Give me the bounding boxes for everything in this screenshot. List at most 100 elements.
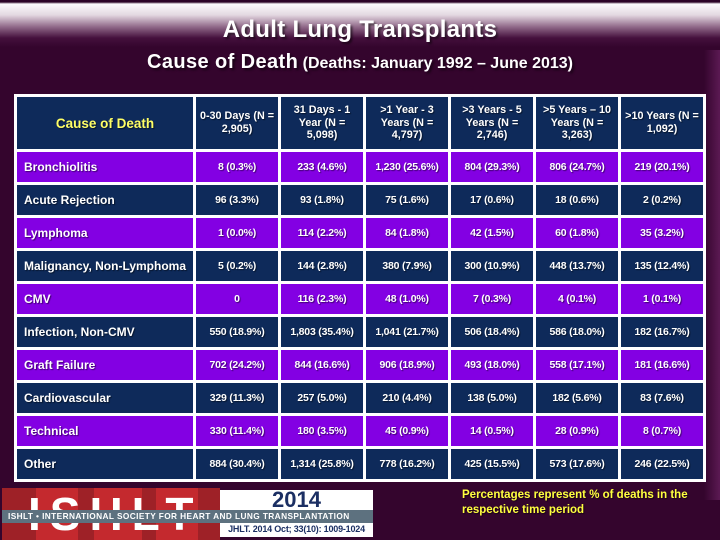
data-cell: 0	[196, 284, 278, 314]
data-cell: 182 (5.6%)	[536, 383, 618, 413]
corner-header: Cause of Death	[17, 97, 193, 149]
data-cell: 4 (0.1%)	[536, 284, 618, 314]
column-header-3y-5y: >3 Years - 5 Years (N = 2,746)	[451, 97, 533, 149]
data-cell: 45 (0.9%)	[366, 416, 448, 446]
row-label: Infection, Non-CMV	[17, 317, 193, 347]
data-cell: 42 (1.5%)	[451, 218, 533, 248]
table-row-lymphoma: Lymphoma 1 (0.0%) 114 (2.2%) 84 (1.8%) 4…	[17, 218, 703, 248]
report-year: 2014	[272, 487, 321, 512]
data-cell: 96 (3.3%)	[196, 185, 278, 215]
column-header-31d-1y: 31 Days - 1 Year (N = 5,098)	[281, 97, 363, 149]
data-cell: 2 (0.2%)	[621, 185, 703, 215]
row-label: Other	[17, 449, 193, 479]
data-cell: 804 (29.3%)	[451, 152, 533, 182]
data-cell: 448 (13.7%)	[536, 251, 618, 281]
data-cell: 14 (0.5%)	[451, 416, 533, 446]
column-header-1y-3y: >1 Year - 3 Years (N = 4,797)	[366, 97, 448, 149]
page-title: Adult Lung Transplants	[222, 16, 498, 43]
data-cell: 7 (0.3%)	[451, 284, 533, 314]
data-cell: 93 (1.8%)	[281, 185, 363, 215]
table-row-other: Other 884 (30.4%) 1,314 (25.8%) 778 (16.…	[17, 449, 703, 479]
data-cell: 182 (16.7%)	[621, 317, 703, 347]
data-cell: 586 (18.0%)	[536, 317, 618, 347]
data-cell: 884 (30.4%)	[196, 449, 278, 479]
ishlt-society-name-strip: ISHLT • INTERNATIONAL SOCIETY FOR HEART …	[2, 510, 373, 523]
data-cell: 1 (0.0%)	[196, 218, 278, 248]
data-cell: 1 (0.1%)	[621, 284, 703, 314]
data-cell: 114 (2.2%)	[281, 218, 363, 248]
data-cell: 8 (0.7%)	[621, 416, 703, 446]
subtitle-main: Cause of Death	[147, 51, 299, 73]
data-cell: 380 (7.9%)	[366, 251, 448, 281]
data-cell: 17 (0.6%)	[451, 185, 533, 215]
data-cell: 300 (10.9%)	[451, 251, 533, 281]
data-cell: 906 (18.9%)	[366, 350, 448, 380]
data-cell: 8 (0.3%)	[196, 152, 278, 182]
data-cell: 84 (1.8%)	[366, 218, 448, 248]
data-cell: 116 (2.3%)	[281, 284, 363, 314]
journal-citation: JHLT. 2014 Oct; 33(10): 1009-1024	[228, 524, 365, 534]
data-cell: 18 (0.6%)	[536, 185, 618, 215]
data-cell: 493 (18.0%)	[451, 350, 533, 380]
data-cell: 573 (17.6%)	[536, 449, 618, 479]
data-cell: 806 (24.7%)	[536, 152, 618, 182]
table-row-cardiovascular: Cardiovascular 329 (11.3%) 257 (5.0%) 21…	[17, 383, 703, 413]
table-row-technical: Technical 330 (11.4%) 180 (3.5%) 45 (0.9…	[17, 416, 703, 446]
column-header-5y-10y: >5 Years – 10 Years (N = 3,263)	[536, 97, 618, 149]
page-subtitle: Cause of Death (Deaths: January 1992 – J…	[0, 51, 720, 74]
data-cell: 35 (3.2%)	[621, 218, 703, 248]
table-row-graft-failure: Graft Failure 702 (24.2%) 844 (16.6%) 90…	[17, 350, 703, 380]
row-label: Technical	[17, 416, 193, 446]
row-label: CMV	[17, 284, 193, 314]
table-row-acute-rejection: Acute Rejection 96 (3.3%) 93 (1.8%) 75 (…	[17, 185, 703, 215]
data-cell: 5 (0.2%)	[196, 251, 278, 281]
data-cell: 1,041 (21.7%)	[366, 317, 448, 347]
data-cell: 425 (15.5%)	[451, 449, 533, 479]
data-cell: 778 (16.2%)	[366, 449, 448, 479]
right-edge-glow	[704, 50, 720, 500]
table-row-malignancy-non-lymphoma: Malignancy, Non-Lymphoma 5 (0.2%) 144 (2…	[17, 251, 703, 281]
row-label: Cardiovascular	[17, 383, 193, 413]
data-cell: 550 (18.9%)	[196, 317, 278, 347]
data-cell: 1,314 (25.8%)	[281, 449, 363, 479]
data-cell: 329 (11.3%)	[196, 383, 278, 413]
data-cell: 181 (16.6%)	[621, 350, 703, 380]
data-cell: 702 (24.2%)	[196, 350, 278, 380]
data-cell: 506 (18.4%)	[451, 317, 533, 347]
subtitle-detail: (Deaths: January 1992 – June 2013)	[302, 55, 573, 72]
data-cell: 48 (1.0%)	[366, 284, 448, 314]
data-cell: 1,803 (35.4%)	[281, 317, 363, 347]
percentages-footnote: Percentages represent % of deaths in the…	[462, 489, 688, 516]
row-label: Acute Rejection	[17, 185, 193, 215]
data-cell: 28 (0.9%)	[536, 416, 618, 446]
column-header-10y: >10 Years (N = 1,092)	[621, 97, 703, 149]
data-cell: 135 (12.4%)	[621, 251, 703, 281]
row-label: Malignancy, Non-Lymphoma	[17, 251, 193, 281]
row-label: Bronchiolitis	[17, 152, 193, 182]
data-cell: 138 (5.0%)	[451, 383, 533, 413]
data-cell: 233 (4.6%)	[281, 152, 363, 182]
column-header-0-30-days: 0-30 Days (N = 2,905)	[196, 97, 278, 149]
data-cell: 330 (11.4%)	[196, 416, 278, 446]
cause-of-death-table: Cause of Death 0-30 Days (N = 2,905) 31 …	[14, 94, 706, 482]
data-cell: 257 (5.0%)	[281, 383, 363, 413]
data-cell: 75 (1.6%)	[366, 185, 448, 215]
data-cell: 1,230 (25.6%)	[366, 152, 448, 182]
table-row-infection-non-cmv: Infection, Non-CMV 550 (18.9%) 1,803 (35…	[17, 317, 703, 347]
table-header-row: Cause of Death 0-30 Days (N = 2,905) 31 …	[17, 97, 703, 149]
data-cell: 83 (7.6%)	[621, 383, 703, 413]
data-cell: 180 (3.5%)	[281, 416, 363, 446]
data-cell: 246 (22.5%)	[621, 449, 703, 479]
data-cell: 558 (17.1%)	[536, 350, 618, 380]
row-label: Lymphoma	[17, 218, 193, 248]
data-cell: 144 (2.8%)	[281, 251, 363, 281]
table-row-cmv: CMV 0 116 (2.3%) 48 (1.0%) 7 (0.3%) 4 (0…	[17, 284, 703, 314]
data-cell: 219 (20.1%)	[621, 152, 703, 182]
ishlt-logo: ISHLT 2014 ISHLT • INTERNATIONAL SOCIETY…	[2, 488, 373, 540]
data-cell: 844 (16.6%)	[281, 350, 363, 380]
data-cell: 60 (1.8%)	[536, 218, 618, 248]
data-cell: 210 (4.4%)	[366, 383, 448, 413]
row-label: Graft Failure	[17, 350, 193, 380]
table-row-bronchiolitis: Bronchiolitis 8 (0.3%) 233 (4.6%) 1,230 …	[17, 152, 703, 182]
